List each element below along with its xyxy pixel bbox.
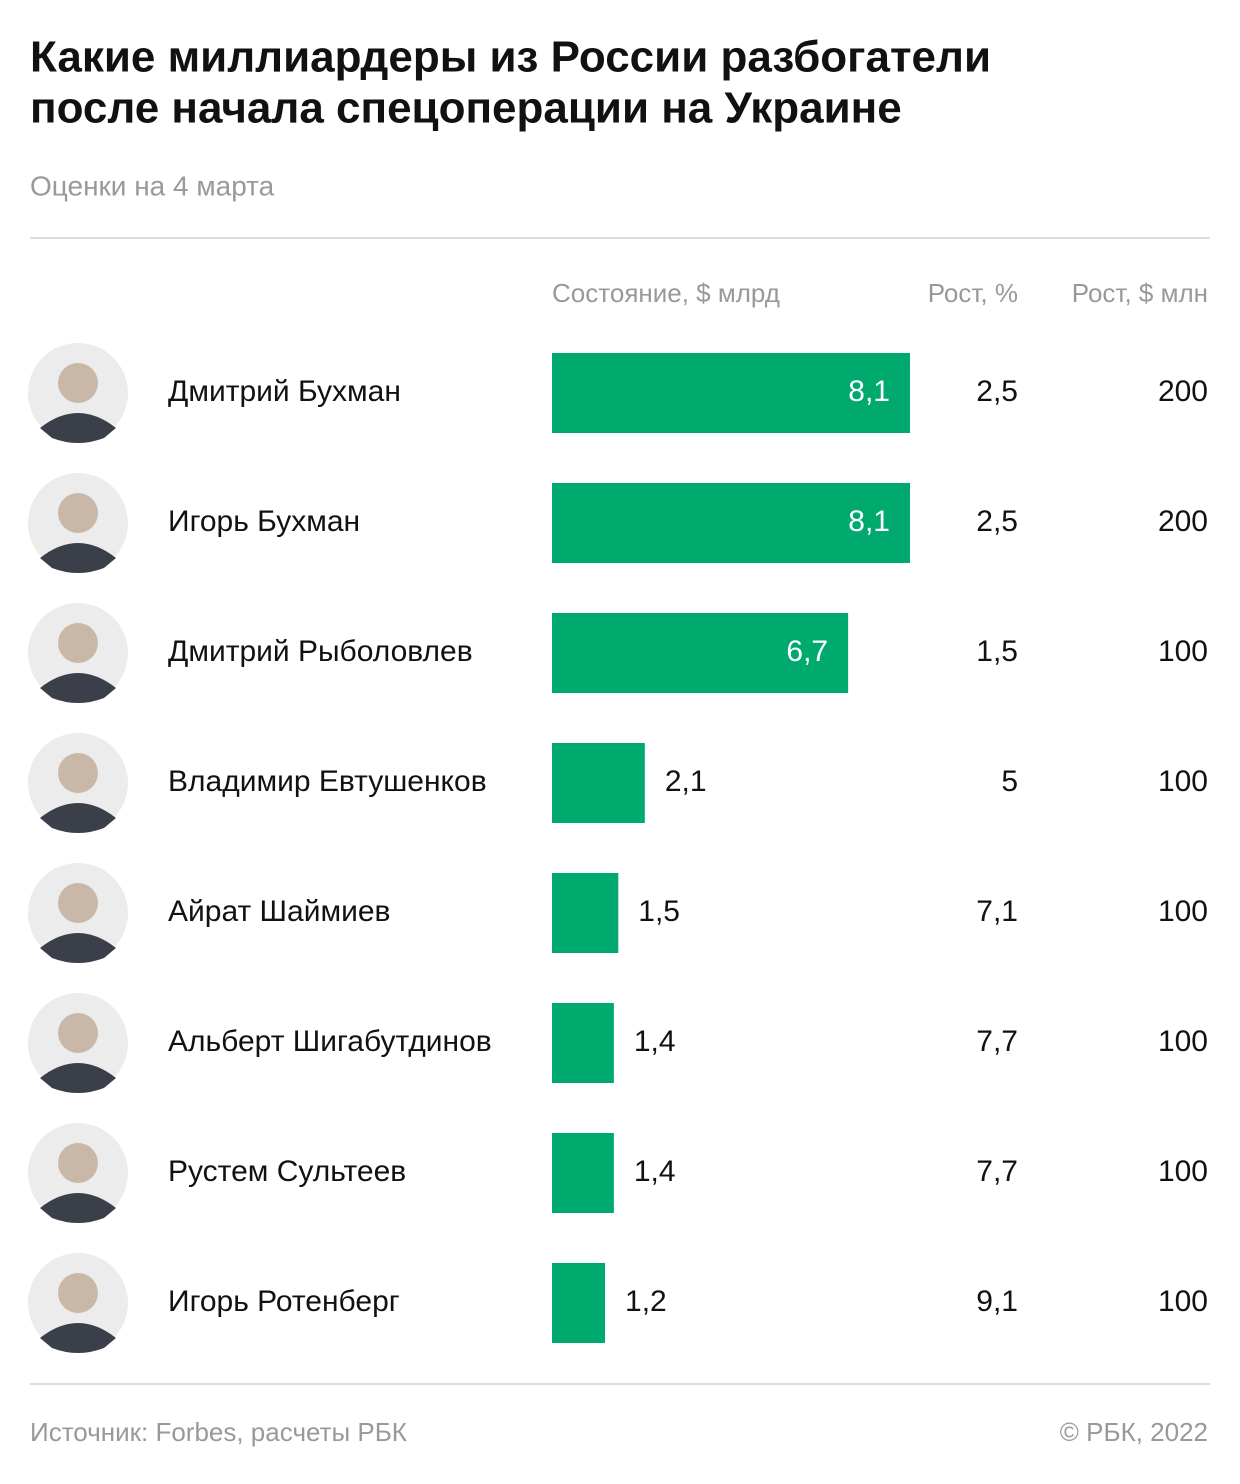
value-label: 1,4	[634, 1025, 676, 1058]
growth-mln: 100	[1158, 765, 1208, 798]
growth-mln: 100	[1158, 1155, 1208, 1188]
growth-pct: 2,5	[976, 375, 1018, 408]
value-label: 1,4	[634, 1155, 676, 1188]
chart-title: Какие миллиардеры из России разбогатели	[30, 33, 991, 82]
value-label: 6,7	[786, 635, 828, 668]
avatar-body	[40, 1193, 116, 1223]
bar	[552, 1263, 606, 1343]
growth-mln: 100	[1158, 635, 1208, 668]
row-name: Игорь Ротенберг	[168, 1285, 400, 1318]
bar	[552, 613, 849, 693]
growth-mln: 200	[1158, 505, 1208, 538]
avatar-head	[58, 1013, 98, 1053]
value-label: 2,1	[665, 765, 707, 798]
avatar-body	[40, 413, 116, 443]
growth-pct: 2,5	[976, 505, 1018, 538]
bar	[552, 353, 910, 433]
avatar-body	[40, 933, 116, 963]
avatar-head	[58, 623, 98, 663]
avatar-head	[58, 493, 98, 533]
growth-mln: 100	[1158, 1025, 1208, 1058]
bar	[552, 743, 645, 823]
column-header: Рост, $ млн	[1072, 278, 1208, 308]
value-label: 8,1	[848, 505, 890, 538]
bar	[552, 1133, 614, 1213]
subtitle: Оценки на 4 марта	[30, 170, 275, 201]
source: Источник: Forbes, расчеты РБК	[30, 1417, 407, 1447]
growth-pct: 7,1	[976, 895, 1018, 928]
value-label: 1,5	[638, 895, 680, 928]
avatar-body	[40, 1063, 116, 1093]
growth-pct: 7,7	[976, 1025, 1018, 1058]
value-label: 1,2	[625, 1285, 667, 1318]
row-name: Рустем Сультеев	[168, 1155, 406, 1188]
chart-title: после начала спецоперации на Украине	[30, 84, 902, 133]
avatar-body	[40, 673, 116, 703]
value-label: 8,1	[848, 375, 890, 408]
column-header: Состояние, $ млрд	[552, 278, 780, 308]
avatar-head	[58, 1143, 98, 1183]
avatar-body	[40, 1323, 116, 1353]
copyright: © РБК, 2022	[1060, 1417, 1208, 1447]
avatar-body	[40, 803, 116, 833]
growth-pct: 5	[1001, 765, 1018, 798]
row-name: Игорь Бухман	[168, 505, 360, 538]
row-name: Дмитрий Рыболовлев	[168, 635, 473, 668]
avatar-head	[58, 363, 98, 403]
growth-pct: 9,1	[976, 1285, 1018, 1318]
avatar-head	[58, 753, 98, 793]
growth-pct: 7,7	[976, 1155, 1018, 1188]
growth-mln: 100	[1158, 895, 1208, 928]
bar	[552, 873, 619, 953]
bar	[552, 483, 910, 563]
row-name: Дмитрий Бухман	[168, 375, 401, 408]
row-name: Владимир Евтушенков	[168, 765, 487, 798]
column-header: Рост, %	[928, 278, 1018, 308]
bar	[552, 1003, 614, 1083]
avatar-body	[40, 543, 116, 573]
growth-mln: 100	[1158, 1285, 1208, 1318]
growth-mln: 200	[1158, 375, 1208, 408]
avatar-head	[58, 883, 98, 923]
growth-pct: 1,5	[976, 635, 1018, 668]
avatar-head	[58, 1273, 98, 1313]
row-name: Айрат Шаймиев	[168, 895, 391, 928]
row-name: Альберт Шигабутдинов	[168, 1025, 492, 1058]
